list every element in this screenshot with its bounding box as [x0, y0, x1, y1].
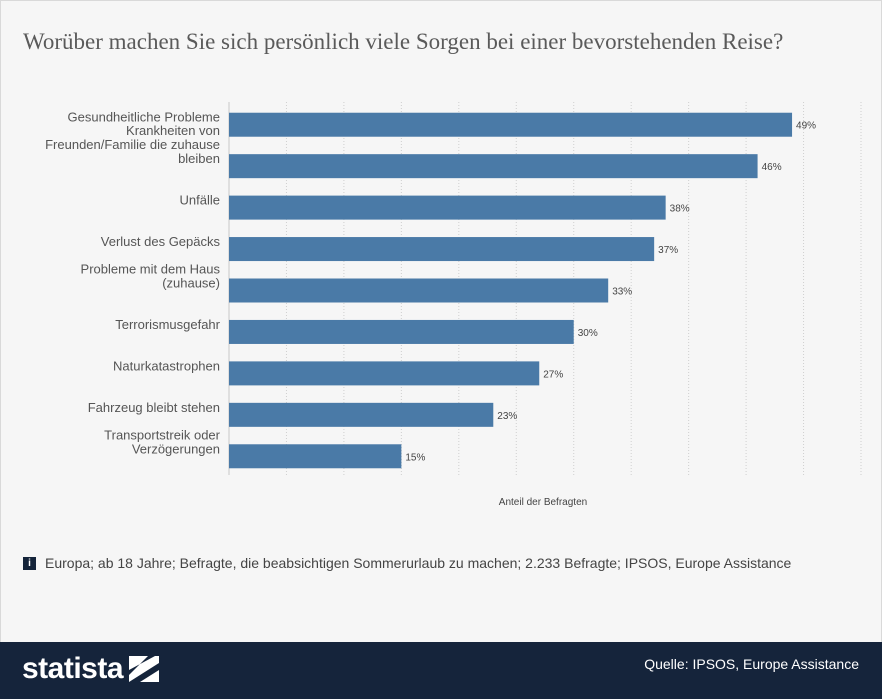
statista-logo-icon	[129, 656, 160, 682]
footnote-text: Europa; ab 18 Jahre; Befragte, die beabs…	[45, 555, 792, 571]
category-label: Naturkatastrophen	[113, 358, 220, 373]
bar-value-label: 30%	[578, 328, 598, 339]
footnote: i Europa; ab 18 Jahre; Befragte, die bea…	[23, 555, 791, 571]
chart-title: Worüber machen Sie sich persönlich viele…	[23, 29, 784, 54]
category-label: Krankheiten von Freunden/Familie die zuha…	[45, 123, 220, 166]
bar-chart: 49% Gesundheitliche Probleme 46% Krankheite…	[45, 102, 862, 508]
bar-value-label: 23%	[497, 411, 517, 422]
bar-value-label: 27%	[543, 369, 563, 380]
bar-value-label: 49%	[796, 121, 816, 132]
bar	[229, 444, 402, 469]
bar	[229, 195, 666, 220]
bar-value-label: 37%	[658, 245, 678, 256]
bar	[229, 402, 494, 427]
footer-bar: statista Quelle: IPSOS, Europe Assistanc…	[0, 642, 882, 699]
category-label: Terrorismusgefahr	[115, 317, 220, 332]
bar	[229, 319, 574, 344]
bar	[229, 154, 758, 179]
bar-value-label: 15%	[405, 452, 425, 463]
category-label: Transportstreik oder Verzögerungen	[104, 427, 221, 456]
category-label: Unfälle	[180, 193, 220, 208]
source-text: Quelle: IPSOS, Europe Assistance	[644, 656, 859, 672]
bar	[229, 361, 540, 386]
brand[interactable]: statista	[22, 652, 160, 686]
brand-name: statista	[22, 652, 124, 685]
bar	[229, 112, 793, 137]
info-icon[interactable]: i	[23, 556, 36, 570]
x-axis-label: Anteil der Befragten	[499, 497, 587, 508]
category-label: Gesundheitliche Probleme	[68, 110, 220, 125]
bar-value-label: 33%	[612, 287, 632, 298]
bar	[229, 237, 655, 262]
bar	[229, 278, 609, 303]
category-label: Probleme mit dem Haus (zuhause)	[81, 262, 221, 291]
category-label: Fahrzeug bleibt stehen	[88, 400, 220, 415]
bar-value-label: 38%	[670, 204, 690, 215]
category-label: Verlust des Gepäcks	[101, 234, 221, 249]
bar-value-label: 46%	[762, 162, 782, 173]
